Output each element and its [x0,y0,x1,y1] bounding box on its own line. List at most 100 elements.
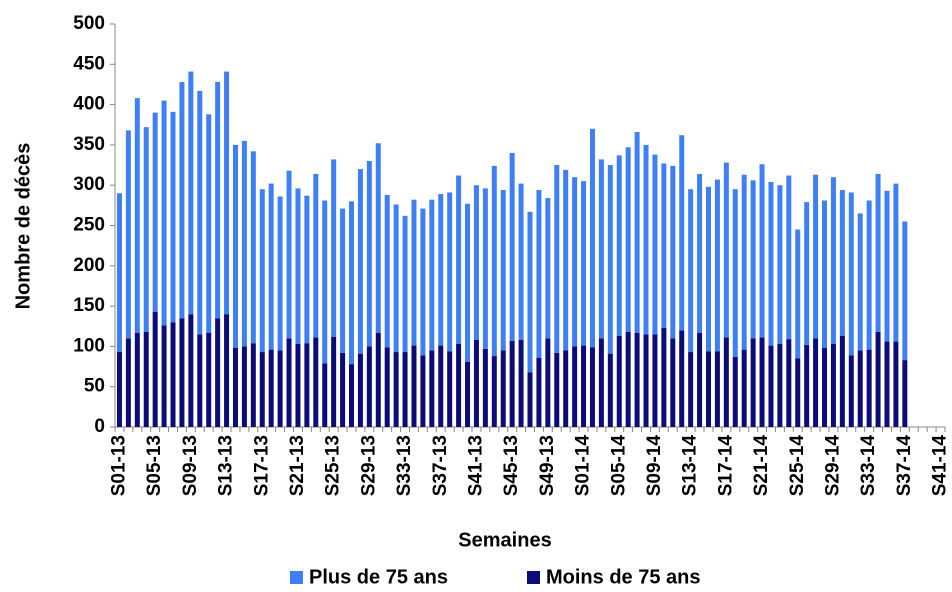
x-tick-label: S05-13 [144,435,165,496]
bar-segment [473,339,479,427]
bar-segment [447,192,453,352]
bar-segment [679,330,685,427]
bar-segment [304,343,310,427]
bar-segment [830,177,836,344]
bar-segment [563,169,569,351]
bar-segment [768,181,774,346]
bar-segment [250,343,256,427]
bar-segment [465,203,471,362]
bar-segment [197,90,203,335]
bar-segment [143,127,149,332]
x-tick-label: S29-13 [358,435,379,496]
bar-segment [349,201,355,365]
bar-segment [857,213,863,351]
x-tick-label: S41-14 [930,435,951,497]
bar-segment [741,174,747,350]
x-tick-label: S21-14 [751,435,772,497]
bar-segment [313,173,319,338]
x-tick-label: S01-13 [108,435,129,496]
bar-segment [572,177,578,347]
x-tick-label: S05-14 [608,435,629,497]
bar-segment [607,353,613,427]
bar-segment [884,341,890,427]
bar-segment [643,144,649,335]
bar-segment [723,162,729,338]
y-tick-label: 50 [84,376,105,397]
bar-segment [349,364,355,427]
bar-segment [554,165,560,353]
x-tick-label: S13-14 [680,435,701,497]
bar-segment [447,351,453,427]
y-tick-label: 400 [73,94,105,115]
bar-segment [661,163,667,328]
bar-segment [456,175,462,344]
bar-segment [634,332,640,427]
bar-segment [813,174,819,339]
x-tick-label: S33-13 [394,435,415,496]
bar-segment [188,314,194,427]
bar-segment [206,332,212,427]
bar-segment [224,314,230,427]
bar-segment [241,346,247,427]
bar-segment [518,339,524,427]
bar-segment [714,179,720,352]
bar-segment [688,352,694,427]
bar-segment [366,161,372,347]
bar-segment [143,331,149,427]
x-tick-label: S21-13 [287,435,308,496]
y-tick-label: 150 [73,295,105,316]
bar-segment [813,338,819,427]
bar-segment [554,352,560,427]
bar-segment [875,331,881,427]
x-tick-label: S29-14 [822,435,843,497]
bar-segment [134,98,140,333]
bar-segment [134,332,140,427]
bar-segment [795,229,801,359]
bar-segment [179,82,185,319]
x-tick-label: S25-13 [323,435,344,496]
bar-segment [598,159,604,339]
bar-segment [179,318,185,427]
bar-segment [697,332,703,427]
x-tick-label: S45-13 [501,435,522,496]
bar-segment [688,189,694,353]
bar-segment [804,202,810,345]
bar-segment [652,334,658,427]
x-tick-label: S49-13 [537,435,558,496]
bar-segment [759,164,765,338]
bar-segment [536,357,542,427]
bar-segment [259,189,265,353]
bar-segment [670,165,676,339]
bar-segment [670,338,676,427]
bar-segment [161,325,167,427]
bar-segment [393,352,399,427]
bar-segment [545,198,551,339]
bar-segment [732,356,738,427]
bar-segment [777,343,783,427]
x-axis-title: Semaines [458,529,551,551]
bar-segment [420,208,426,356]
bar-segment [732,189,738,357]
bar-segment [786,339,792,427]
y-tick-label: 350 [73,134,105,155]
bar-segment [241,140,247,347]
bar-segment [750,338,756,427]
bar-segment [563,350,569,427]
bar-segment [661,327,667,427]
bar-segment [295,188,301,344]
y-tick-label: 250 [73,215,105,236]
y-tick-label: 300 [73,174,105,195]
bar-segment [277,350,283,427]
bar-segment [357,353,363,427]
bar-segment [197,334,203,427]
bar-segment [268,183,274,350]
bar-segment [116,193,122,353]
bar-segment [509,152,515,341]
legend-swatch [290,571,303,584]
bar-segment [839,190,845,336]
x-tick-label: S33-14 [858,435,879,497]
bar-segment [500,190,506,351]
bar-segment [215,82,221,319]
bar-segment [340,352,346,427]
